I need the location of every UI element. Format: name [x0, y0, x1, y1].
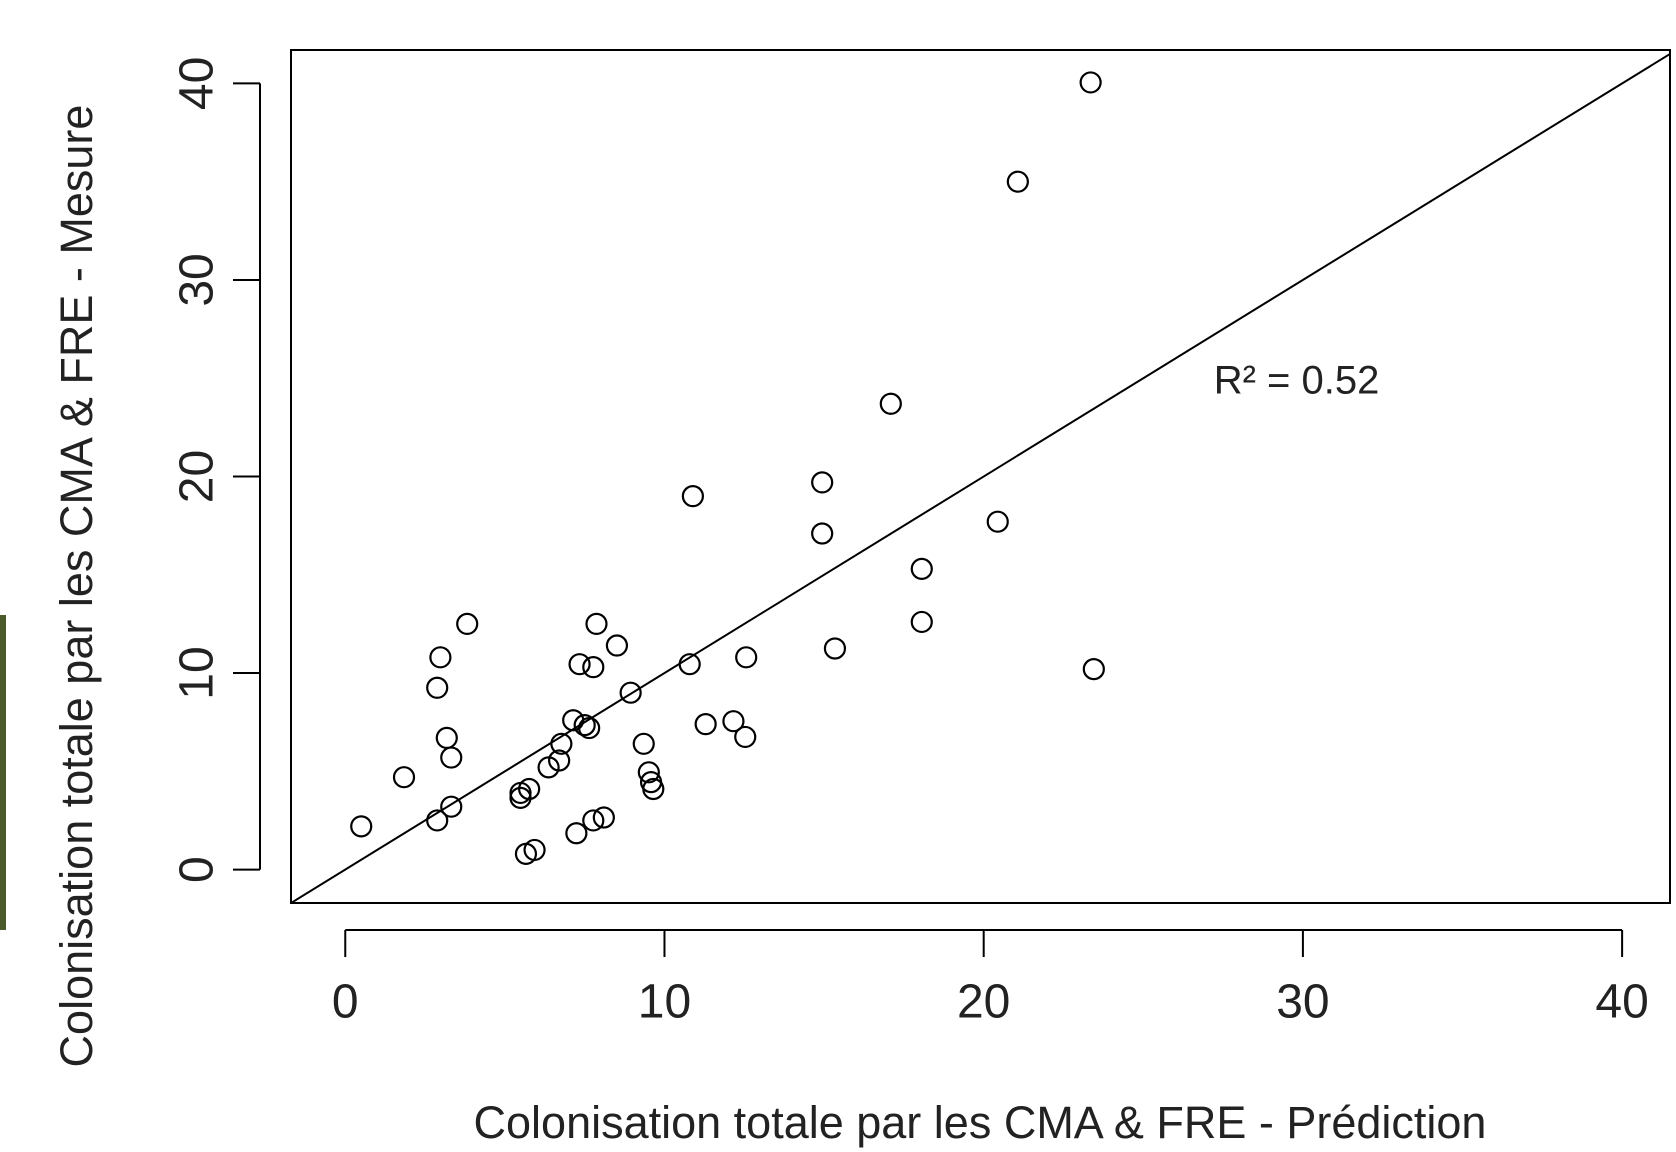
- point: [426, 809, 449, 832]
- point: [910, 557, 933, 580]
- point: [811, 522, 834, 545]
- point: [910, 610, 933, 634]
- point: [440, 746, 463, 769]
- point: [426, 676, 449, 699]
- x-tick-label: 10: [638, 976, 691, 1029]
- point: [986, 510, 1009, 533]
- annotation: R² = 0.52: [1214, 359, 1380, 403]
- point: [456, 612, 479, 636]
- y-tick-label: 0: [171, 856, 224, 883]
- point: [518, 777, 541, 801]
- point: [435, 726, 458, 750]
- point: [585, 612, 608, 636]
- point: [823, 637, 847, 660]
- point: [578, 716, 601, 740]
- x-axis-title: Colonisation totale par les CMA & FRE - …: [474, 1097, 1487, 1148]
- point: [548, 749, 571, 772]
- point: [568, 653, 591, 676]
- point: [350, 815, 373, 838]
- y-axis-title: Colonisation totale par les CMA & FRE - …: [51, 105, 102, 1068]
- x-tick-label: 20: [957, 976, 1010, 1029]
- point: [637, 761, 660, 784]
- point: [642, 777, 665, 801]
- point: [582, 656, 605, 679]
- point: [734, 725, 757, 749]
- point: [429, 646, 452, 669]
- y-tick-label: 20: [171, 450, 224, 503]
- point: [392, 766, 416, 789]
- point: [1079, 71, 1102, 94]
- plot-frame: [290, 49, 1671, 904]
- point: [1082, 658, 1105, 681]
- point: [440, 795, 463, 818]
- point: [811, 471, 834, 494]
- point: [523, 838, 546, 862]
- reference-line: [291, 53, 1670, 903]
- point: [681, 485, 704, 508]
- point: [573, 714, 596, 737]
- photo-edge: [0, 615, 6, 930]
- point: [592, 806, 615, 829]
- y-tick-label: 40: [171, 57, 224, 110]
- point: [694, 713, 717, 736]
- point: [550, 732, 573, 755]
- point: [632, 732, 655, 755]
- y-tick-label: 10: [171, 646, 224, 699]
- point: [1006, 170, 1029, 193]
- point: [619, 681, 642, 704]
- x-tick-label: 40: [1595, 976, 1648, 1029]
- x-tick-label: 30: [1276, 976, 1329, 1029]
- point: [879, 392, 902, 415]
- point: [735, 646, 758, 669]
- x-tick-label: 0: [332, 976, 359, 1029]
- point: [582, 809, 605, 832]
- point: [722, 710, 745, 733]
- point: [605, 634, 629, 657]
- y-tick-label: 30: [171, 253, 224, 306]
- point: [678, 653, 701, 676]
- point: [565, 822, 588, 845]
